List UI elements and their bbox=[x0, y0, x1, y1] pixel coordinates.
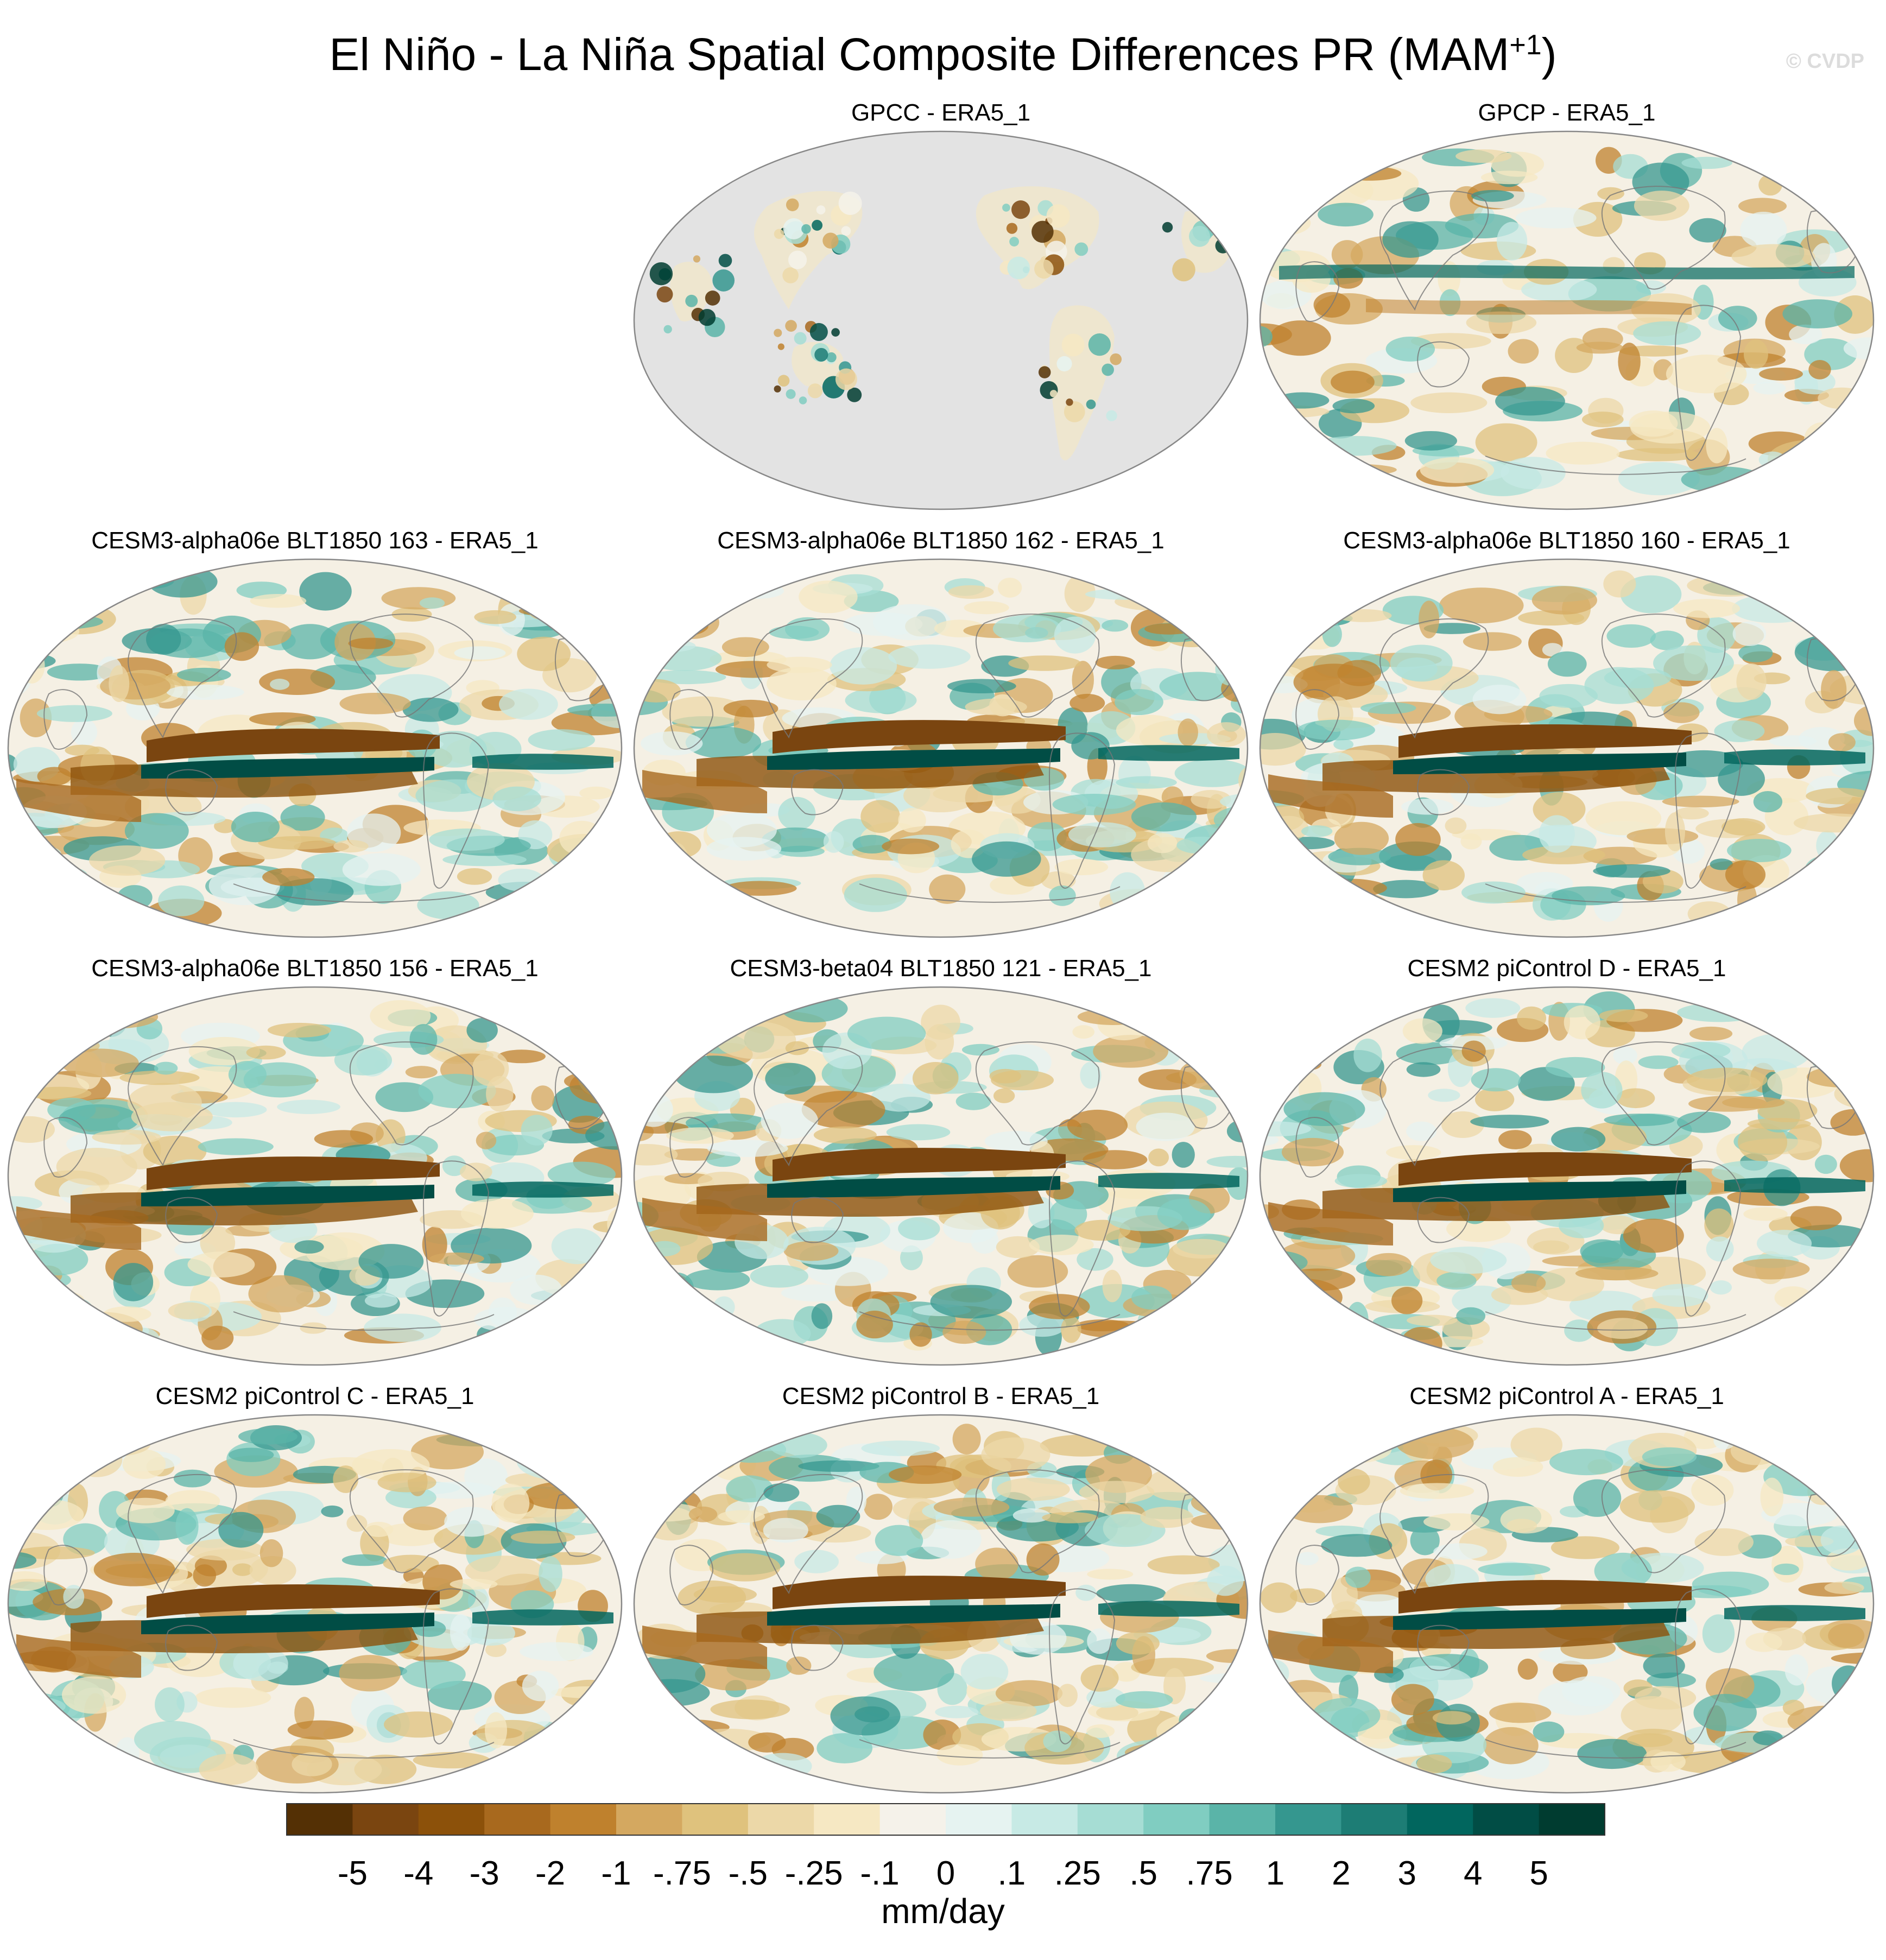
colorbar-swatch bbox=[616, 1804, 682, 1835]
colorbar-tick-label: -3 bbox=[469, 1855, 499, 1892]
panel-title: CESM3-alpha06e BLT1850 163 - ERA5_1 bbox=[91, 527, 539, 554]
colorbar-tick-label: -4 bbox=[403, 1855, 434, 1892]
map-globe bbox=[1259, 1414, 1875, 1794]
map-globe bbox=[1259, 986, 1875, 1366]
panel-title: CESM2 piControl B - ERA5_1 bbox=[782, 1383, 1100, 1409]
map-globe bbox=[633, 558, 1249, 938]
colorbar-swatch bbox=[682, 1804, 749, 1835]
map-panel: CESM3-alpha06e BLT1850 162 - ERA5_1 bbox=[631, 526, 1250, 938]
colorbar-tick-label: 5 bbox=[1529, 1855, 1548, 1892]
colorbar-swatch bbox=[748, 1804, 814, 1835]
map-panel: CESM2 piControl B - ERA5_1 bbox=[631, 1381, 1250, 1794]
panel-title: CESM3-alpha06e BLT1850 162 - ERA5_1 bbox=[717, 527, 1164, 554]
colorbar-swatch bbox=[352, 1804, 419, 1835]
panel-title: GPCC - ERA5_1 bbox=[851, 99, 1031, 126]
watermark: © CVDP bbox=[1786, 50, 1864, 73]
map-panel: CESM2 piControl C - ERA5_1 bbox=[5, 1381, 624, 1794]
colorbar-swatch bbox=[550, 1804, 617, 1835]
colorbar-swatch bbox=[287, 1804, 353, 1835]
map-globe bbox=[1259, 130, 1875, 510]
colorbar-swatch bbox=[1275, 1804, 1341, 1835]
colorbar-swatch bbox=[1077, 1804, 1144, 1835]
colorbar-tick-label: .5 bbox=[1129, 1855, 1158, 1892]
colorbar-tick-label: -2 bbox=[535, 1855, 566, 1892]
colorbar-swatch bbox=[879, 1804, 946, 1835]
colorbar-tick-label: 4 bbox=[1463, 1855, 1483, 1892]
map-globe bbox=[1259, 558, 1875, 938]
colorbar-tick-label: -.1 bbox=[860, 1855, 900, 1892]
colorbar-swatch bbox=[946, 1804, 1012, 1835]
map-panel: CESM3-alpha06e BLT1850 156 - ERA5_1 bbox=[5, 953, 624, 1366]
colorbar-tick-label: 1 bbox=[1265, 1855, 1285, 1892]
colorbar-tick-label: -.75 bbox=[653, 1855, 711, 1892]
map-panel: GPCC - ERA5_1 bbox=[631, 98, 1250, 510]
panel-title: GPCP - ERA5_1 bbox=[1478, 99, 1656, 126]
map-panel: CESM2 piControl A - ERA5_1 bbox=[1257, 1381, 1876, 1794]
map-globe bbox=[7, 986, 623, 1366]
panel-title: CESM3-alpha06e BLT1850 160 - ERA5_1 bbox=[1343, 527, 1790, 554]
map-globe bbox=[7, 1414, 623, 1794]
panel-title: CESM3-alpha06e BLT1850 156 - ERA5_1 bbox=[91, 955, 539, 982]
colorbar-tick-label: 0 bbox=[936, 1855, 955, 1892]
colorbar-swatch bbox=[484, 1804, 551, 1835]
panel-title: CESM2 piControl A - ERA5_1 bbox=[1409, 1383, 1724, 1409]
colorbar-swatch bbox=[1143, 1804, 1210, 1835]
colorbar-tick-label: -.5 bbox=[728, 1855, 768, 1892]
colorbar-swatch bbox=[418, 1804, 485, 1835]
colorbar-swatch bbox=[1341, 1804, 1408, 1835]
colorbar-units: mm/day bbox=[881, 1892, 1005, 1931]
colorbar-tick-label: .25 bbox=[1054, 1855, 1101, 1892]
map-globe bbox=[7, 558, 623, 938]
colorbar-swatch bbox=[1473, 1804, 1540, 1835]
colorbar-tick-label: 2 bbox=[1332, 1855, 1351, 1892]
panel-title: CESM2 piControl D - ERA5_1 bbox=[1407, 955, 1726, 982]
colorbar-tick-label: .75 bbox=[1186, 1855, 1233, 1892]
colorbar-swatch bbox=[1209, 1804, 1276, 1835]
colorbar-swatch bbox=[814, 1804, 881, 1835]
map-panel: GPCP - ERA5_1 bbox=[1257, 98, 1876, 510]
map-panel: CESM2 piControl D - ERA5_1 bbox=[1257, 953, 1876, 1366]
map-panel: CESM3-alpha06e BLT1850 160 - ERA5_1 bbox=[1257, 526, 1876, 938]
colorbar-tick-label: 3 bbox=[1397, 1855, 1417, 1892]
colorbar-swatch bbox=[1407, 1804, 1473, 1835]
figure-title: El Niño - La Niña Spatial Composite Diff… bbox=[329, 29, 1557, 80]
map-globe bbox=[633, 1414, 1249, 1794]
panel-title: CESM2 piControl C - ERA5_1 bbox=[155, 1383, 474, 1409]
map-panel: CESM3-alpha06e BLT1850 163 - ERA5_1 bbox=[5, 526, 624, 938]
colorbar-tick-label: -.25 bbox=[784, 1855, 843, 1892]
map-globe bbox=[633, 130, 1249, 510]
colorbar-tick-label: -5 bbox=[337, 1855, 368, 1892]
colorbar-swatch bbox=[1539, 1804, 1605, 1835]
map-globe bbox=[633, 986, 1249, 1366]
colorbar-swatch bbox=[1011, 1804, 1078, 1835]
colorbar-tick-label: -1 bbox=[601, 1855, 631, 1892]
colorbar-tick-label: .1 bbox=[997, 1855, 1026, 1892]
map-panel: CESM3-beta04 BLT1850 121 - ERA5_1 bbox=[631, 953, 1250, 1366]
panel-title: CESM3-beta04 BLT1850 121 - ERA5_1 bbox=[730, 955, 1152, 982]
